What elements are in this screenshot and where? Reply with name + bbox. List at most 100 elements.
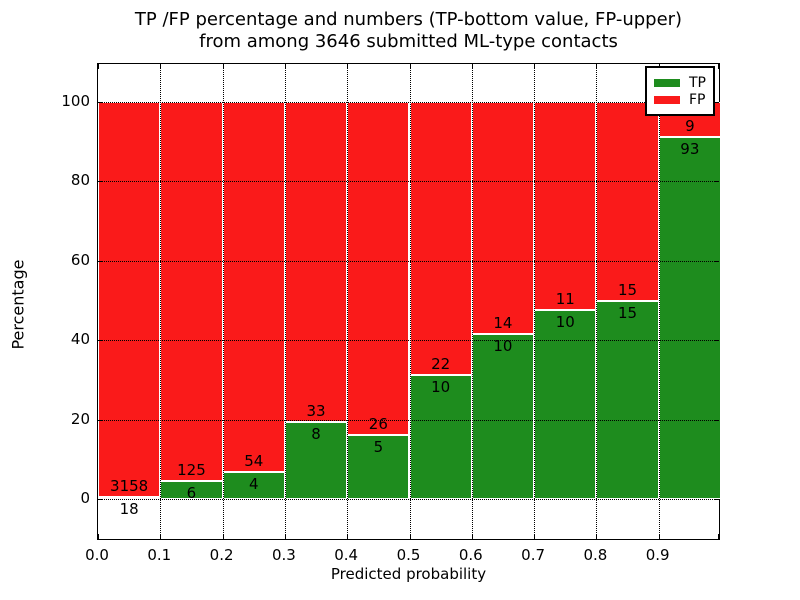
x-axis-tick bbox=[347, 64, 349, 69]
chart-title-line2: from among 3646 submitted ML-type contac… bbox=[199, 31, 618, 52]
tp-count-label: 6 bbox=[186, 483, 197, 502]
x-tick-label: 0.2 bbox=[209, 546, 234, 564]
x-tick-label: 0.5 bbox=[396, 546, 421, 564]
y-tick-label: 20 bbox=[70, 409, 90, 428]
h-gridline bbox=[98, 498, 719, 500]
fp-count-label: 33 bbox=[306, 401, 326, 420]
x-axis-tick bbox=[347, 534, 349, 539]
tp-count-label: 10 bbox=[555, 312, 575, 331]
fp-bar-segment bbox=[409, 102, 472, 375]
y-tick-label: 40 bbox=[70, 330, 90, 349]
y-axis-tick bbox=[98, 340, 103, 342]
y-axis-tick bbox=[714, 181, 719, 183]
legend-entry-fp: FP bbox=[654, 92, 706, 108]
tp-count-label: 93 bbox=[680, 140, 700, 159]
v-gridline bbox=[596, 64, 598, 539]
chart-title-line1: TP /FP percentage and numbers (TP-bottom… bbox=[134, 9, 683, 30]
fp-bar-segment bbox=[347, 102, 410, 435]
v-gridline bbox=[347, 64, 349, 539]
y-axis-tick bbox=[714, 102, 719, 104]
x-axis-tick bbox=[471, 534, 473, 539]
tp-count-label: 18 bbox=[119, 499, 139, 518]
x-tick-label: 0.1 bbox=[147, 546, 172, 564]
tp-bar-segment bbox=[98, 496, 161, 499]
y-axis-tick bbox=[98, 260, 103, 262]
x-axis-tick bbox=[222, 534, 224, 539]
x-axis-tick bbox=[471, 64, 473, 69]
x-tick-label: 0.9 bbox=[645, 546, 670, 564]
y-tick-label: 100 bbox=[61, 92, 90, 111]
x-axis-tick bbox=[718, 64, 719, 69]
fp-bar-segment bbox=[596, 102, 659, 301]
h-gridline bbox=[98, 340, 719, 342]
fp-count-label: 15 bbox=[617, 280, 638, 299]
y-axis-tick bbox=[98, 181, 103, 183]
x-tick-label: 0.6 bbox=[458, 546, 483, 564]
y-axis-tick bbox=[98, 419, 103, 421]
h-gridline bbox=[98, 102, 719, 104]
x-axis-tick bbox=[596, 534, 598, 539]
fp-legend-swatch bbox=[654, 96, 680, 104]
fp-count-label: 14 bbox=[493, 313, 513, 332]
tp-bar-segment bbox=[596, 300, 659, 499]
x-tick-label: 0.8 bbox=[583, 546, 608, 564]
x-axis-tick bbox=[658, 534, 660, 539]
y-tick-label: 60 bbox=[70, 250, 90, 269]
y-axis-tick bbox=[714, 340, 719, 342]
v-gridline bbox=[284, 64, 286, 539]
x-axis-tick bbox=[534, 534, 536, 539]
x-tick-label: 0.0 bbox=[85, 546, 109, 564]
v-gridline bbox=[534, 64, 536, 539]
x-axis-tick bbox=[160, 534, 162, 539]
x-axis-tick bbox=[98, 64, 99, 69]
fp-count-label: 3158 bbox=[110, 476, 149, 495]
chart-title: TP /FP percentage and numbers (TP-bottom… bbox=[97, 9, 720, 53]
x-axis-tick bbox=[409, 64, 411, 69]
plot-area: 3158 18 125 6 54 4 33 8 26 5 22 10 14 10 11 10 15 15 9 93 bbox=[97, 63, 721, 540]
y-axis-tick bbox=[714, 419, 719, 421]
tp-bar-segment bbox=[534, 309, 597, 499]
x-tick-label: 0.7 bbox=[521, 546, 546, 564]
tp-count-label: 8 bbox=[311, 424, 321, 443]
v-gridline bbox=[471, 64, 473, 539]
fp-bar-segment bbox=[98, 102, 161, 497]
fp-count-label: 26 bbox=[368, 414, 388, 433]
v-gridline bbox=[409, 64, 411, 539]
fp-count-label: 54 bbox=[244, 451, 264, 470]
fp-count-label: 9 bbox=[685, 117, 695, 136]
v-gridline bbox=[160, 64, 162, 539]
y-axis-tick bbox=[98, 498, 103, 500]
x-tick-label: 0.4 bbox=[334, 546, 359, 564]
tp-bar-segment bbox=[658, 137, 721, 499]
v-gridline bbox=[222, 64, 224, 539]
tp-bar-segment bbox=[222, 471, 285, 499]
x-axis-tick bbox=[409, 534, 411, 539]
x-axis-label: Predicted probability bbox=[330, 565, 487, 583]
h-gridline bbox=[98, 419, 719, 421]
fp-bar-segment bbox=[471, 102, 535, 334]
h-gridline bbox=[98, 260, 719, 262]
x-axis-tick bbox=[596, 64, 598, 69]
y-axis-tick bbox=[98, 102, 103, 104]
y-axis-tick bbox=[714, 498, 719, 500]
fp-count-label: 22 bbox=[431, 354, 451, 373]
tp-count-label: 15 bbox=[617, 303, 638, 322]
legend: TP FP bbox=[645, 66, 715, 116]
y-axis-label: Percentage bbox=[8, 259, 28, 350]
y-tick-label: 0 bbox=[80, 488, 90, 507]
fp-bar-segment bbox=[160, 102, 223, 481]
x-axis-tick bbox=[222, 64, 224, 69]
tp-legend-swatch bbox=[654, 79, 680, 87]
legend-entry-tp: TP bbox=[654, 75, 706, 91]
x-axis-tick bbox=[284, 64, 286, 69]
x-tick-label: 0.3 bbox=[271, 546, 296, 564]
tp-legend-label: TP bbox=[689, 75, 706, 91]
fp-legend-label: FP bbox=[689, 92, 706, 108]
x-axis-tick bbox=[98, 534, 99, 539]
y-tick-label: 80 bbox=[70, 171, 90, 190]
fp-count-label: 11 bbox=[555, 289, 575, 308]
x-axis-tick bbox=[718, 534, 719, 539]
tp-count-label: 10 bbox=[493, 336, 513, 355]
tp-count-label: 5 bbox=[373, 437, 384, 456]
